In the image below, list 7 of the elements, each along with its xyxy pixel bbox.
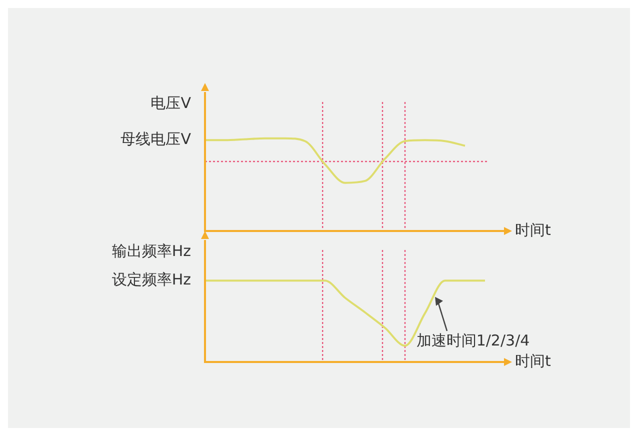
x-axis-title: 时间t (515, 352, 551, 370)
x-axis-title: 时间t (515, 220, 551, 239)
text: 设定频率Hz (112, 270, 192, 289)
annotation: 加速时间1/2/3/4 (416, 331, 530, 350)
y-axis-title: 输出频率Hz (112, 242, 192, 260)
y-axis-title: 电压V (150, 94, 192, 112)
text: 母线电压V (120, 130, 192, 148)
